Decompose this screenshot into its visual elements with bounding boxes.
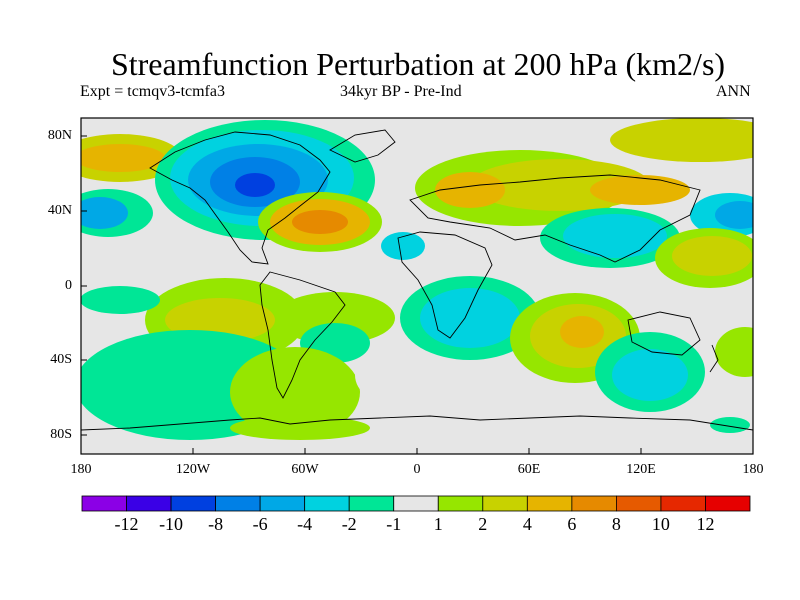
lat-tick-label: 80S xyxy=(50,427,72,442)
colorbar-label: -2 xyxy=(341,514,357,534)
colorbar-swatch xyxy=(660,495,706,512)
season-label: ANN xyxy=(716,83,751,100)
colorbar-label: -1 xyxy=(386,514,402,534)
colorbar-label: -10 xyxy=(159,514,184,534)
colorbar-label: -4 xyxy=(297,514,313,534)
colorbar-swatch xyxy=(393,495,439,512)
anomaly-positive xyxy=(292,210,348,234)
lat-tick-label: 40S xyxy=(50,352,72,367)
streamfunction-field xyxy=(81,118,753,454)
period-label: 34kyr BP - Pre-Ind xyxy=(340,83,462,100)
anomaly-negative xyxy=(420,288,520,348)
colorbar-swatch xyxy=(571,495,617,512)
longitude-tick-marks xyxy=(80,448,754,454)
anomaly-positive xyxy=(590,175,690,205)
lon-tick-label: 180 xyxy=(70,462,92,477)
anomaly-negative xyxy=(612,349,688,401)
anomaly-negative xyxy=(563,214,667,258)
colorbar-swatch xyxy=(705,495,751,512)
figure-title: Streamfunction Perturbation at 200 hPa (… xyxy=(110,46,726,82)
lon-tick-label: 120E xyxy=(626,462,656,477)
colorbar-swatch xyxy=(482,495,528,512)
anomaly-positive xyxy=(715,327,753,377)
anomaly-negative xyxy=(710,417,750,433)
colorbar-label: 10 xyxy=(651,514,670,534)
coastlines xyxy=(81,129,753,431)
anomaly-positive xyxy=(81,144,165,172)
south-america-coast xyxy=(259,271,346,399)
anomaly-positive xyxy=(560,316,604,348)
colorbar-swatch xyxy=(437,495,484,512)
lon-tick-label: 0 xyxy=(413,462,421,477)
lat-tick-label: 80N xyxy=(47,128,72,143)
lon-tick-label: 180 xyxy=(742,462,764,477)
colorbar-label: 2 xyxy=(478,514,488,534)
colorbar xyxy=(81,495,751,512)
colorbar-label: -8 xyxy=(208,514,224,534)
north-america-coast xyxy=(149,131,331,265)
eurasia-coast xyxy=(409,174,701,263)
anomaly-negative xyxy=(715,201,753,229)
colorbar-swatch xyxy=(126,495,172,512)
near-zero-region xyxy=(355,345,435,405)
colorbar-label: -12 xyxy=(114,514,139,534)
anomaly-positive xyxy=(610,118,753,162)
lat-tick-label: 0 xyxy=(65,278,72,293)
anomaly-positive xyxy=(672,236,752,276)
colorbar-swatch xyxy=(259,495,306,512)
colorbar-label: 12 xyxy=(696,514,715,534)
colorbar-swatch xyxy=(170,495,216,512)
colorbar-label: 6 xyxy=(567,514,577,534)
colorbar-swatch xyxy=(526,495,573,512)
anomaly-positive xyxy=(230,347,360,437)
anomaly-negative xyxy=(235,173,275,197)
colorbar-label: -6 xyxy=(252,514,268,534)
colorbar-swatch xyxy=(304,495,350,512)
experiment-label: Expt = tcmqv3-tcmfa3 xyxy=(80,83,225,100)
colorbar-label: 8 xyxy=(611,514,621,534)
antarctica-coast xyxy=(81,415,753,431)
anomaly-negative xyxy=(81,197,128,229)
anomaly-positive xyxy=(435,172,505,208)
lon-tick-label: 120W xyxy=(175,462,211,477)
anomaly-negative xyxy=(381,232,425,260)
colorbar-swatch xyxy=(81,495,127,512)
lat-tick-label: 40N xyxy=(47,203,72,218)
colorbar-label: 4 xyxy=(522,514,532,534)
new-zealand-coast xyxy=(709,344,719,373)
greenland-coast xyxy=(329,129,396,163)
australia-coast xyxy=(627,311,701,356)
anomaly-positive xyxy=(230,416,370,440)
latitude-tick-marks xyxy=(81,135,87,436)
colorbar-swatch xyxy=(616,495,662,512)
africa-coast xyxy=(397,231,493,339)
colorbar-swatch xyxy=(348,495,395,512)
lon-tick-label: 60E xyxy=(517,462,541,477)
anomaly-negative xyxy=(81,286,160,314)
lon-tick-label: 60W xyxy=(291,462,319,477)
colorbar-label: 1 xyxy=(433,514,443,534)
colorbar-swatch xyxy=(215,495,261,512)
